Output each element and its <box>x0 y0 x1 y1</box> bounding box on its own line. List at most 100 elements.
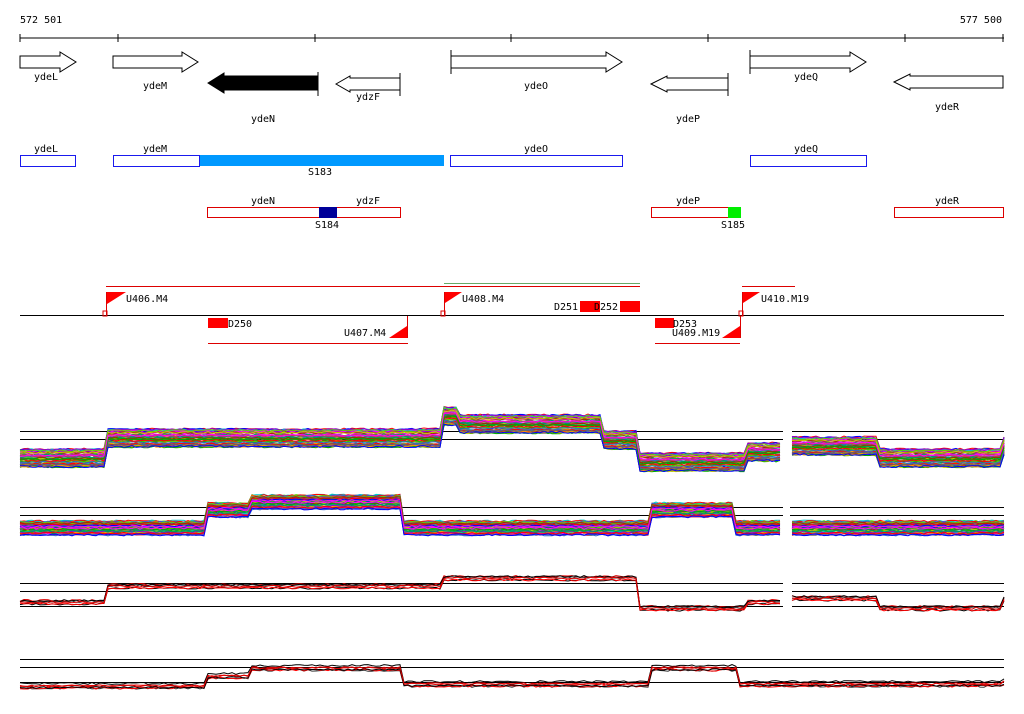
expression-trace <box>792 435 1005 451</box>
gene-label: ydzF <box>356 92 380 103</box>
expression-trace <box>19 419 781 468</box>
gene-arrow-ydzF[interactable]: ydzF <box>334 73 401 103</box>
transcript-label: ydeR <box>935 196 960 207</box>
expression-trace <box>791 445 1005 461</box>
gene-arrow-ydeQ[interactable]: ydeQ <box>749 50 867 83</box>
shift-label: U407.M4 <box>344 328 386 339</box>
expression-trace <box>791 521 1005 525</box>
upshift-U410[interactable]: U410.M19 <box>738 292 809 317</box>
forward-transcript-ydeL[interactable]: ydeL <box>20 144 76 167</box>
gene-label: ydeN <box>251 114 275 125</box>
gene-label: ydeR <box>935 102 960 113</box>
downshift-D252[interactable]: D252 <box>594 301 640 313</box>
ruler-start-coordinate: 572 501 <box>20 15 62 26</box>
downshift-D250[interactable]: D250 <box>208 318 252 330</box>
shift-label: D253 <box>673 319 697 330</box>
forward-transcript-ydeM[interactable]: ydeM <box>113 144 200 167</box>
shift-label: U410.M19 <box>761 294 809 305</box>
upshift-U409[interactable]: U409.M19 <box>672 316 741 339</box>
expression-trace-bundle <box>19 405 1005 473</box>
segment-S184-label: S184 <box>315 220 339 231</box>
expression-trace <box>19 507 781 537</box>
shift-label: U408.M4 <box>462 294 504 305</box>
ruler-end-coordinate: 577 500 <box>960 15 1002 26</box>
shift-track: U406.M4 U408.M4 U410.M19 U407.M4 U409.M1… <box>20 283 1004 344</box>
transcript-label: ydeP <box>676 196 700 207</box>
reverse-transcript-ydeP[interactable]: ydeP <box>651 196 740 218</box>
expression-trace <box>791 598 1005 612</box>
shift-label: D252 <box>594 302 618 313</box>
expression-trace <box>19 415 781 465</box>
expression-trace <box>791 596 1005 610</box>
shift-label: D251 <box>554 302 578 313</box>
expression-trace <box>791 451 1005 466</box>
transcript-label: ydeO <box>524 144 548 155</box>
segment-S184-bar[interactable] <box>319 207 337 218</box>
expression-trace-pair <box>19 574 1005 612</box>
segment-S183-bar[interactable] <box>200 155 444 166</box>
gene-label: ydeP <box>676 114 700 125</box>
segment-S185-label: S185 <box>721 220 745 231</box>
forward-transcript-ydeQ[interactable]: ydeQ <box>750 144 867 167</box>
expression-panel-reverse-pair <box>19 659 1005 690</box>
expression-trace <box>20 500 781 530</box>
expression-trace <box>791 437 1005 453</box>
gene-label: ydeO <box>524 81 548 92</box>
transcript-label: ydeM <box>143 144 167 155</box>
expression-trace-bundle <box>19 493 1005 537</box>
expression-trace <box>791 448 1005 464</box>
expression-trace <box>791 447 1005 463</box>
expression-trace <box>19 664 1005 685</box>
expression-trace-pair <box>19 664 1005 690</box>
expression-trace <box>19 407 781 457</box>
gene-arrow-ydeR[interactable]: ydeR <box>892 73 1004 113</box>
gene-label: ydeL <box>34 72 58 83</box>
shift-label: U406.M4 <box>126 294 168 305</box>
expression-trace <box>19 505 781 535</box>
transcript-label: ydzF <box>356 196 380 207</box>
expression-trace <box>19 494 781 524</box>
expression-trace <box>791 526 1005 530</box>
expression-trace <box>19 668 1005 690</box>
expression-trace <box>791 533 1005 537</box>
expression-trace <box>19 666 1005 688</box>
transcript-label: ydeN <box>251 196 275 207</box>
upshift-U408[interactable]: U408.M4 <box>440 292 504 317</box>
transcript-label: ydeQ <box>794 144 818 155</box>
expression-trace <box>19 576 781 610</box>
expression-trace <box>19 409 781 458</box>
gene-label: ydeM <box>143 81 167 92</box>
expression-trace <box>20 412 781 461</box>
expression-panel-reverse-all <box>19 493 1005 537</box>
expression-panel-forward-pair <box>19 574 1005 612</box>
segment-S185-bar[interactable] <box>728 207 741 218</box>
shift-label: U409.M19 <box>672 328 720 339</box>
expression-trace <box>20 423 781 473</box>
gene-arrow-ydeP[interactable]: ydeP <box>649 73 729 125</box>
expression-trace <box>19 421 781 470</box>
expression-trace <box>791 441 1005 457</box>
segment-S183-label: S183 <box>308 167 332 178</box>
reverse-transcript-track: ydeN ydzF S184 ydeP S185 ydeR <box>207 196 1004 231</box>
forward-transcript-ydeO[interactable]: ydeO <box>450 144 623 167</box>
downshift-D251[interactable]: D251 <box>554 301 600 313</box>
expression-trace <box>791 439 1005 455</box>
shift-label: D250 <box>228 319 252 330</box>
gene-arrow-ydeM[interactable]: ydeM <box>112 51 199 92</box>
expression-trace <box>791 524 1005 528</box>
gene-arrow-ydeO[interactable]: ydeO <box>450 50 623 92</box>
reverse-transcript-ydeR[interactable]: ydeR <box>894 196 1004 218</box>
gene-track: ydeL ydeM ydeN ydzF ydeO ydeP <box>19 50 1004 125</box>
upshift-U407[interactable]: U407.M4 <box>344 316 408 339</box>
coordinate-ruler: 572 501 577 500 <box>19 15 1004 42</box>
expression-trace <box>19 575 781 608</box>
expression-trace <box>19 578 781 612</box>
gene-arrow-ydeL[interactable]: ydeL <box>19 51 77 83</box>
upshift-U406[interactable]: U406.M4 <box>102 292 168 317</box>
transcript-label: ydeL <box>34 144 58 155</box>
downshift-D253[interactable]: D253 <box>655 318 697 330</box>
reverse-transcript-ydeN-ydzF[interactable]: ydeN ydzF <box>207 196 401 218</box>
expression-trace <box>791 529 1005 533</box>
gene-arrow-ydeN[interactable]: ydeN <box>207 72 319 125</box>
